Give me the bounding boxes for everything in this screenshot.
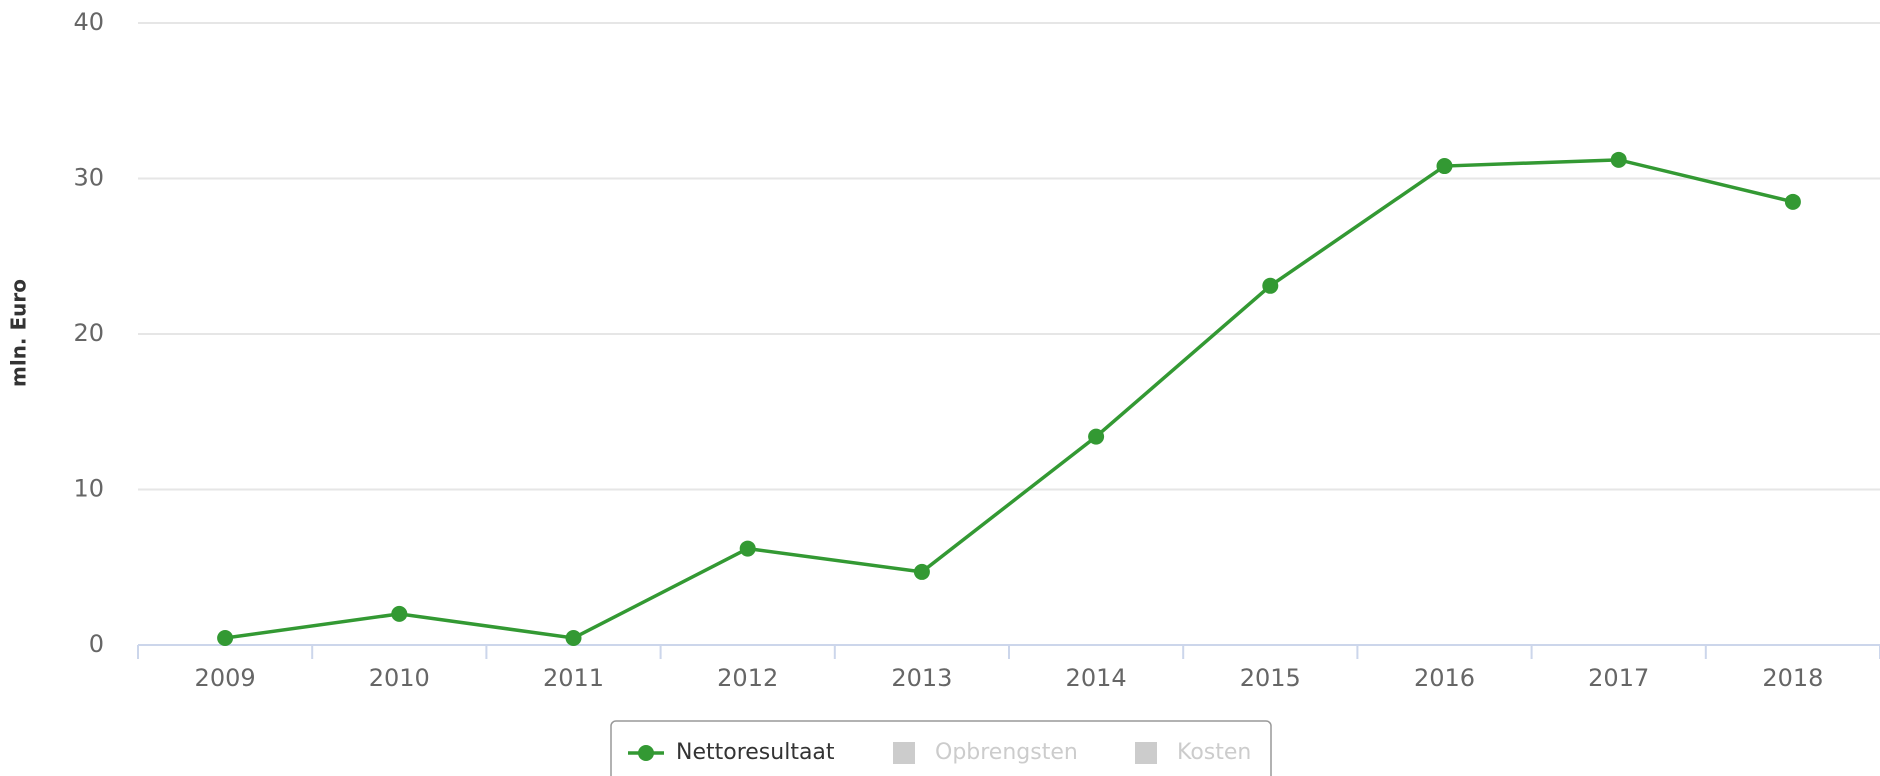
legend-symbol <box>1135 742 1157 764</box>
y-tick-label: 40 <box>73 8 104 36</box>
x-tick-label: 2016 <box>1414 664 1475 692</box>
legend-label: Kosten <box>1177 740 1251 765</box>
data-point <box>565 630 582 647</box>
legend-box <box>610 720 1272 776</box>
x-tick-label: 2011 <box>543 664 604 692</box>
x-tick-label: 2013 <box>891 664 952 692</box>
data-point <box>1088 428 1105 445</box>
y-tick-label: 10 <box>73 475 104 503</box>
x-tick-label: 2014 <box>1066 664 1127 692</box>
data-point <box>217 630 234 647</box>
y-tick-label: 0 <box>89 630 104 658</box>
data-point <box>913 563 930 580</box>
y-tick-label: 20 <box>73 319 104 347</box>
y-axis-label: mln. Euro <box>7 279 31 387</box>
x-tick-label: 2009 <box>195 664 256 692</box>
x-tick-label: 2010 <box>369 664 430 692</box>
x-tick-label: 2017 <box>1588 664 1649 692</box>
data-point <box>1262 277 1279 294</box>
data-point <box>739 540 756 557</box>
x-tick-label: 2012 <box>717 664 778 692</box>
legend-item[interactable]: Opbrengsten <box>893 740 1078 765</box>
data-point <box>1436 158 1453 175</box>
data-point <box>1610 151 1627 168</box>
legend-item[interactable]: Nettoresultaat <box>628 740 835 765</box>
legend-symbol <box>638 745 654 761</box>
data-point <box>1784 193 1801 210</box>
legend: Nettoresultaat Opbrengsten Kosten <box>610 720 1272 776</box>
data-point <box>391 605 408 622</box>
legend-symbol <box>893 742 915 764</box>
y-tick-label: 30 <box>73 164 104 192</box>
legend-label: Opbrengsten <box>935 740 1078 765</box>
x-tick-label: 2018 <box>1762 664 1823 692</box>
legend-label: Nettoresultaat <box>676 740 835 765</box>
series-line <box>224 158 1794 640</box>
x-tick-label: 2015 <box>1240 664 1301 692</box>
legend-item[interactable]: Kosten <box>1135 740 1251 765</box>
